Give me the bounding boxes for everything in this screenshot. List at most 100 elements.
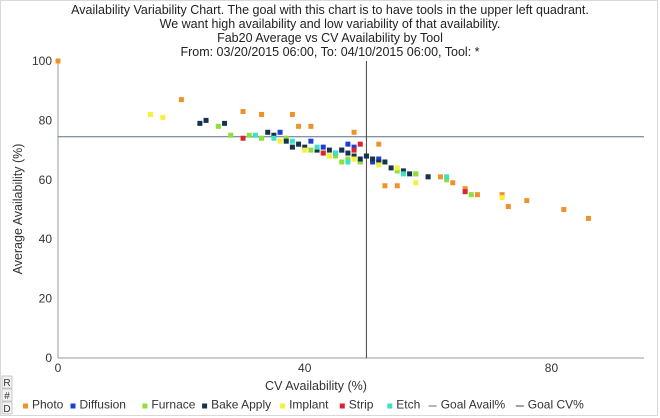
legend-label: Bake Apply <box>211 398 271 412</box>
point-strip <box>462 189 468 195</box>
chart-title: Availability Variability Chart. The goal… <box>71 3 589 59</box>
point-bake-apply <box>197 120 203 126</box>
y-tick-label: 20 <box>39 292 53 306</box>
legend-swatch-implant <box>280 403 286 409</box>
legend-swatch-diffusion <box>70 403 76 409</box>
point-bake-apply <box>314 147 320 153</box>
point-bake-apply <box>388 165 394 171</box>
point-diffusion <box>320 144 326 150</box>
legend-label: Diffusion <box>80 398 126 412</box>
x-tick-label: 80 <box>545 361 559 375</box>
point-furnace <box>468 192 474 198</box>
point-strip <box>240 135 246 141</box>
point-bake-apply <box>271 132 277 138</box>
point-strip <box>357 141 363 147</box>
point-furnace <box>345 156 351 162</box>
title-line-2: We want high availability and low variab… <box>160 17 501 31</box>
y-tick-label: 0 <box>45 351 52 365</box>
y-tick-label: 80 <box>39 113 53 127</box>
point-furnace <box>339 159 345 165</box>
point-etch <box>444 174 450 180</box>
point-bake-apply <box>351 153 357 159</box>
point-implant <box>351 156 357 162</box>
point-implant <box>148 111 154 117</box>
point-photo <box>296 123 302 129</box>
legend-swatch-bake-apply <box>202 403 208 409</box>
x-axis-title: CV Availability (%) <box>265 379 367 393</box>
point-photo <box>55 58 61 64</box>
point-etch <box>345 159 351 165</box>
point-bake-apply <box>376 159 382 165</box>
point-furnace <box>283 135 289 141</box>
point-diffusion <box>277 129 283 135</box>
point-furnace <box>333 153 339 159</box>
y-tick-label: 100 <box>32 54 52 68</box>
point-bake-apply <box>265 129 271 135</box>
point-bake-apply <box>203 117 209 123</box>
point-implant <box>394 165 400 171</box>
point-implant <box>413 180 419 186</box>
point-etch <box>252 132 258 138</box>
side-button-1[interactable] <box>1 388 13 402</box>
legend-swatch-furnace <box>142 403 148 409</box>
x-tick-label: 0 <box>55 361 62 375</box>
point-bake-apply <box>425 174 431 180</box>
point-bake-apply <box>283 138 289 144</box>
point-bake-apply <box>302 144 308 150</box>
point-etch <box>400 171 406 177</box>
point-photo <box>394 183 400 189</box>
point-photo <box>382 183 388 189</box>
point-bake-apply <box>357 156 363 162</box>
point-bake-apply <box>339 147 345 153</box>
legend-label: Goal Avail% <box>441 398 506 412</box>
point-photo <box>178 97 184 103</box>
legend-label: Etch <box>396 398 420 412</box>
data-points <box>55 58 591 221</box>
legend-swatch-etch <box>387 403 393 409</box>
legend-label: Implant <box>289 398 329 412</box>
point-implant <box>376 162 382 168</box>
side-buttons[interactable]: R # D <box>1 375 13 415</box>
point-furnace <box>357 159 363 165</box>
legend-swatch-photo <box>23 403 28 409</box>
point-diffusion <box>376 156 382 162</box>
side-button-label[interactable]: R <box>3 378 10 389</box>
point-furnace <box>308 147 314 153</box>
point-etch <box>333 150 339 156</box>
point-furnace <box>228 132 234 138</box>
x-tick-label: 40 <box>298 361 312 375</box>
point-bake-apply <box>382 159 388 165</box>
legend-swatch-strip <box>339 403 345 409</box>
point-diffusion <box>351 144 357 150</box>
y-tick-labels: 0 20 40 60 80 100 <box>32 54 52 365</box>
side-button-0[interactable] <box>1 375 13 389</box>
point-bake-apply <box>363 153 369 159</box>
legend-label: Strip <box>349 398 374 412</box>
point-furnace <box>246 132 252 138</box>
legend-label: Furnace <box>151 398 195 412</box>
point-implant <box>499 195 505 201</box>
title-line-4: From: 03/20/2015 06:00, To: 04/10/2015 0… <box>180 45 479 59</box>
point-photo <box>505 204 511 210</box>
title-line-1: Availability Variability Chart. The goal… <box>71 3 589 17</box>
point-etch <box>314 144 320 150</box>
point-etch <box>271 135 277 141</box>
point-photo <box>437 174 443 180</box>
point-strip <box>351 147 357 153</box>
point-bake-apply <box>222 120 228 126</box>
point-implant <box>277 138 283 144</box>
side-button-2[interactable] <box>1 401 13 415</box>
point-diffusion <box>370 159 376 165</box>
point-bake-apply <box>289 144 295 150</box>
x-tick-labels: 0 40 80 <box>55 361 559 375</box>
point-photo <box>240 108 246 114</box>
y-axis-title: Average Availability (%) <box>11 144 25 275</box>
y-tick-label: 40 <box>39 232 53 246</box>
point-photo <box>499 192 505 198</box>
legend-label: Photo <box>32 398 64 412</box>
point-furnace <box>259 135 265 141</box>
side-button-label[interactable]: # <box>4 391 10 402</box>
side-button-label[interactable]: D <box>3 404 10 415</box>
point-photo <box>450 180 456 186</box>
